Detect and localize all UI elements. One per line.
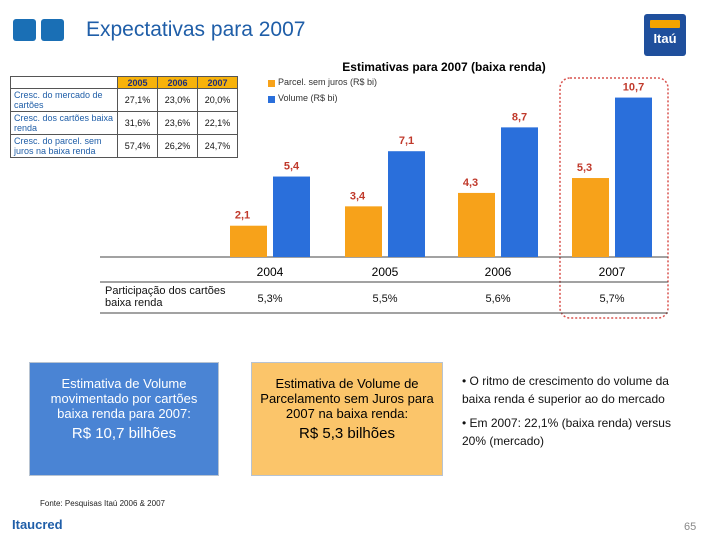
x-tick-label: 2004 <box>257 265 284 279</box>
bar-value-label: 5,3 <box>577 162 592 174</box>
bar-volume <box>501 127 538 258</box>
bar-value-label: 5,4 <box>284 161 300 173</box>
source-note: Fonte: Pesquisas Itaú 2006 & 2007 <box>40 499 165 508</box>
bar-value-label: 8,7 <box>512 111 527 123</box>
bar-value-label: 4,3 <box>463 177 478 189</box>
legend-label-parcel: Parcel. sem juros (R$ bi) <box>278 77 378 87</box>
growth-value: 24,7% <box>197 134 238 158</box>
growth-year: 2005 <box>117 76 158 89</box>
bar-value-label: 10,7 <box>623 82 644 94</box>
legend-swatch-volume <box>268 96 275 103</box>
growth-value: 27,1% <box>117 88 158 112</box>
bar-value-label: 7,1 <box>399 135 414 147</box>
growth-table: 2005 2006 2007 Cresc. do mercado de cart… <box>10 76 238 158</box>
x-tick-label: 2007 <box>599 265 626 279</box>
share-value: 5,3% <box>257 293 282 305</box>
chart-title: Estimativas para 2007 (baixa renda) <box>342 60 546 74</box>
legend-label-volume: Volume (R$ bi) <box>278 93 338 103</box>
growth-row: Cresc. do parcel. sem juros na baixa ren… <box>10 134 238 158</box>
volume-estimate-text: Estimativa de Volume movimentado por car… <box>50 376 198 421</box>
growth-year: 2007 <box>197 76 238 89</box>
installment-estimate-text: Estimativa de Volume de Parcelamento sem… <box>260 376 434 421</box>
bar-value-label: 3,4 <box>350 190 366 202</box>
bullet-list: • O ritmo de crescimento do volume da ba… <box>462 372 697 456</box>
bullet-item: • Em 2007: 22,1% (baixa renda) versus 20… <box>462 416 671 448</box>
bar-volume <box>388 151 425 257</box>
page-number: 65 <box>684 521 697 533</box>
share-row-label: Participação dos cartões baixa renda <box>105 285 226 309</box>
highlight-box-2007 <box>559 77 669 319</box>
volume-estimate-amount: R$ 10,7 bilhões <box>71 425 177 442</box>
installment-estimate-amount: R$ 5,3 bilhões <box>299 425 395 442</box>
installment-estimate-box: Estimativa de Volume de Parcelamento sem… <box>251 362 443 476</box>
bar-chart: 2,1 5,4 2004 5,3% 3,4 7,1 2005 5,5% 4,3 8,7 2006 5,… <box>100 77 669 319</box>
legend-swatch-parcel <box>268 80 275 87</box>
bar-parcel <box>572 178 609 257</box>
itau-logo-bar <box>650 20 680 28</box>
share-value: 5,6% <box>485 293 510 305</box>
volume-estimate-box: Estimativa de Volume movimentado por car… <box>29 362 219 476</box>
title-square-icon <box>13 19 36 41</box>
growth-row-label: Cresc. do parcel. sem juros na baixa ren… <box>10 134 118 158</box>
bar-parcel <box>458 192 495 257</box>
share-value: 5,5% <box>372 293 397 305</box>
x-tick-label: 2005 <box>372 265 399 279</box>
x-tick-label: 2006 <box>485 265 512 279</box>
page-title: Expectativas para 2007 <box>86 18 306 41</box>
itau-logo-text: Itaú <box>653 31 677 46</box>
bar-value-label: 2,1 <box>235 210 250 222</box>
bar-parcel <box>230 225 267 257</box>
itaucred-logo: Itaucred <box>12 517 63 532</box>
growth-value: 26,2% <box>157 134 198 158</box>
bar-volume <box>273 176 310 257</box>
bar-volume <box>615 97 652 257</box>
bullet-item: • O ritmo de crescimento do volume da ba… <box>462 374 669 406</box>
title-square-icon <box>41 19 64 41</box>
bar-parcel <box>345 206 382 257</box>
share-value: 5,7% <box>599 293 624 305</box>
growth-value: 31,6% <box>117 111 158 135</box>
